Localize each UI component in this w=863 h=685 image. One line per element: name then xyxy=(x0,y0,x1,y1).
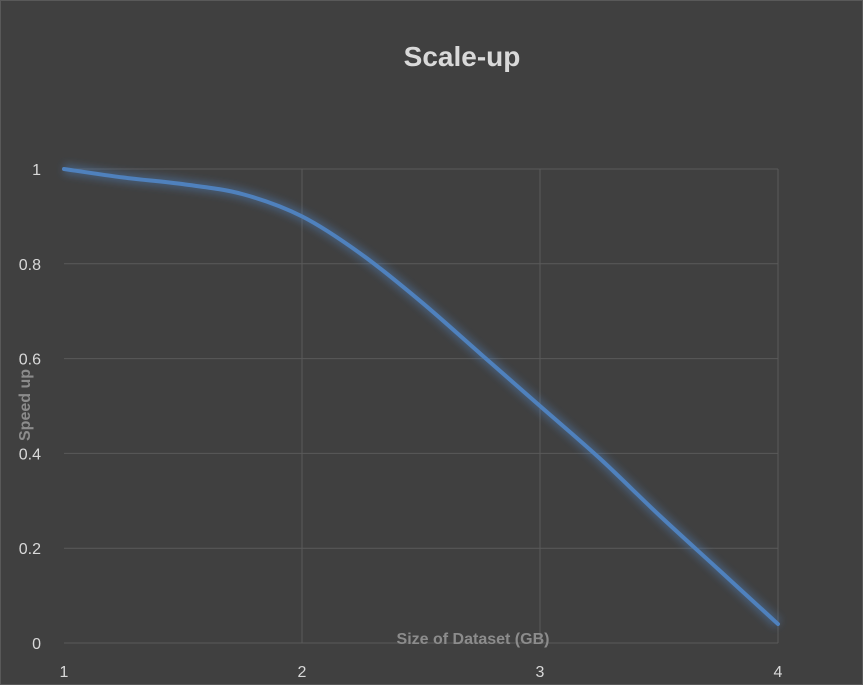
y-tick-label: 0 xyxy=(32,636,41,653)
y-tick-label: 0.6 xyxy=(19,352,41,369)
series-line xyxy=(62,167,780,627)
y-axis-title: Speed up xyxy=(17,369,34,441)
x-tick-label: 1 xyxy=(60,664,69,681)
x-tick-label: 3 xyxy=(536,664,545,681)
x-axis-title: Size of Dataset (GB) xyxy=(397,631,550,648)
x-axis-ticks: 1 2 3 4 xyxy=(60,664,783,681)
y-tick-label: 0.4 xyxy=(19,446,41,463)
series-layer xyxy=(62,164,782,628)
y-tick-label: 0.2 xyxy=(19,541,41,558)
x-tick-label: 4 xyxy=(774,664,783,681)
series-line-glow xyxy=(63,164,782,628)
chart-title: Scale-up xyxy=(404,41,521,72)
y-tick-label: 0.8 xyxy=(19,257,41,274)
x-tick-label: 2 xyxy=(298,664,307,681)
y-axis-ticks: 0 0.2 0.4 0.6 0.8 1 xyxy=(19,162,41,653)
y-tick-label: 1 xyxy=(32,162,41,179)
gridlines xyxy=(64,168,779,644)
